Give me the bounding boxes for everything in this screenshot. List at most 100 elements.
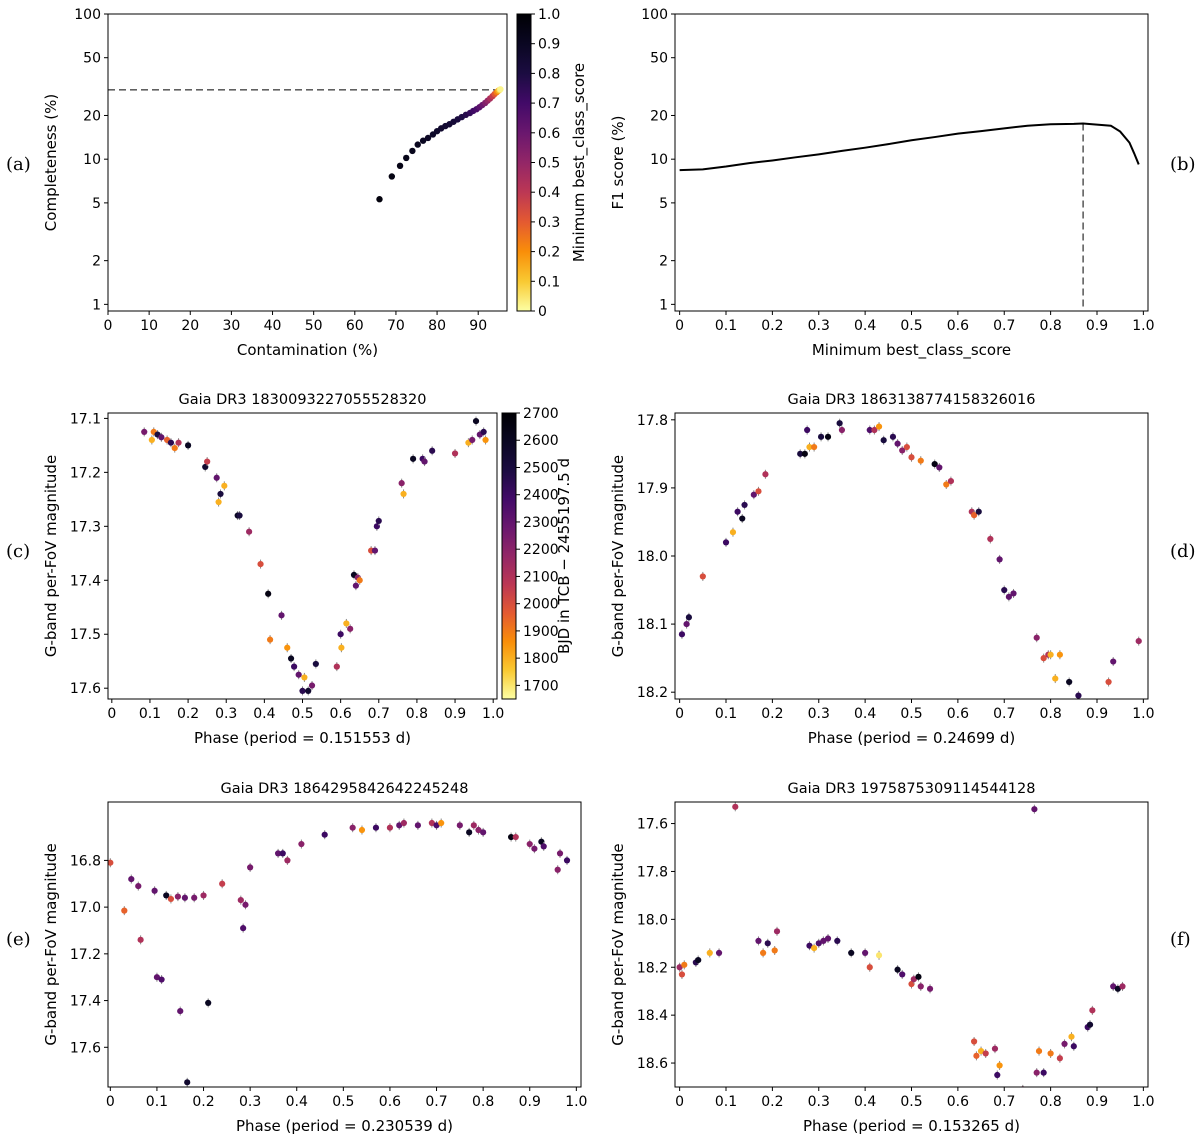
panel-label-f: (f) [1170, 929, 1191, 950]
y-tick-label: 5 [92, 196, 101, 212]
x-tick-label: 0.8 [406, 706, 428, 722]
data-point [764, 940, 771, 947]
data-point [265, 590, 272, 597]
data-point [1070, 1043, 1077, 1050]
data-point [563, 857, 571, 864]
data-point [163, 892, 170, 899]
plot-title: Gaia DR3 1975875309114544128 [787, 781, 1035, 797]
data-point [871, 426, 878, 434]
x-tick-label: 0.6 [947, 706, 969, 722]
x-axis-label: Phase (period = 0.24699 d) [808, 729, 1015, 747]
panel-label-d: (d) [1170, 541, 1196, 562]
data-point [866, 964, 873, 971]
data-point [875, 423, 883, 430]
data-point [409, 455, 417, 462]
colorbar-tick-label: 2400 [523, 488, 559, 504]
data-layer [141, 416, 489, 696]
data-point [931, 460, 938, 468]
data-point [475, 826, 482, 834]
data-point [482, 436, 489, 444]
y-tick-label: 17.6 [70, 681, 101, 697]
data-point [1047, 651, 1054, 658]
data-point [177, 1007, 184, 1015]
data-point [991, 1045, 999, 1052]
data-point [512, 833, 519, 841]
data-point [811, 443, 818, 451]
data-point [1110, 658, 1117, 665]
panel-b-f1-score: 0 0.1 0.2 0.3 0.4 0.5 0.6 0.7 0.8 0.9 1.0 1 2 5 10 20 50… [609, 7, 1154, 360]
data-point [773, 928, 781, 935]
data-point [1033, 1069, 1040, 1076]
data-point [409, 147, 416, 155]
data-point [181, 894, 188, 901]
data-point [167, 439, 175, 446]
y-tick-label: 1 [92, 297, 101, 313]
data-point [414, 141, 421, 148]
data-point [1001, 586, 1008, 594]
data-point [279, 850, 286, 857]
data-point [400, 490, 407, 498]
data-point [915, 973, 922, 980]
data-point [284, 857, 291, 864]
x-tick-label: 0.5 [900, 706, 922, 722]
x-tick-label: 0.1 [715, 1094, 737, 1110]
data-point [246, 528, 253, 535]
data-point [291, 663, 298, 670]
data-point [469, 436, 476, 444]
x-tick-label: 90 [469, 318, 487, 334]
colorbar-tick-label: 0.2 [538, 245, 560, 261]
y-tick-label: 17.6 [70, 1040, 101, 1056]
data-point [741, 501, 748, 509]
y-tick-label: 2 [92, 254, 101, 270]
data-point [472, 417, 480, 425]
data-point [480, 829, 487, 836]
data-point [817, 433, 825, 440]
data-point [1040, 1069, 1047, 1076]
plot-frame [674, 13, 1149, 312]
x-tick-label: 0.1 [715, 706, 737, 722]
colorbar-tick-label: 2000 [523, 597, 559, 613]
data-point [167, 895, 175, 903]
data-point [762, 471, 769, 478]
colorbar-tick-label: 0.1 [538, 274, 560, 290]
x-tick-label: 0.9 [444, 706, 466, 722]
x-tick-label: 0.5 [291, 706, 313, 722]
data-point [734, 508, 741, 515]
y-tick-label: 18.0 [637, 549, 668, 565]
data-point [266, 636, 274, 643]
x-axis-label: Phase (period = 0.230539 d) [236, 1117, 453, 1135]
data-point [1052, 675, 1059, 682]
data-point [899, 447, 906, 454]
y-tick-label: 100 [74, 7, 101, 23]
f1-curve [679, 122, 1140, 172]
data-point [973, 1052, 980, 1059]
data-point [414, 822, 421, 829]
x-tick-label: 0 [106, 1094, 115, 1110]
data-point [820, 937, 827, 945]
data-point [343, 620, 350, 627]
x-tick-label: 0.7 [425, 1094, 447, 1110]
data-point [295, 671, 302, 678]
data-point [678, 971, 686, 978]
x-tick-label: 0 [675, 318, 684, 334]
data-point [1061, 1040, 1068, 1047]
colorbar-tick-label: 0.8 [538, 66, 560, 82]
data-point [372, 824, 380, 831]
data-point [174, 893, 182, 900]
data-point [947, 477, 955, 485]
data-point [848, 949, 855, 956]
data-point [943, 481, 950, 488]
data-point [1105, 678, 1112, 686]
data-point [456, 822, 463, 829]
data-point [358, 826, 366, 834]
data-point [242, 901, 249, 908]
data-point [153, 974, 161, 981]
data-point [137, 936, 144, 943]
data-point [739, 515, 746, 522]
plot-title: Gaia DR3 1864295842642245248 [220, 781, 468, 797]
data-point [284, 644, 291, 651]
data-point [875, 952, 883, 959]
data-point [531, 845, 538, 852]
x-tick-label: 0.4 [854, 1094, 876, 1110]
